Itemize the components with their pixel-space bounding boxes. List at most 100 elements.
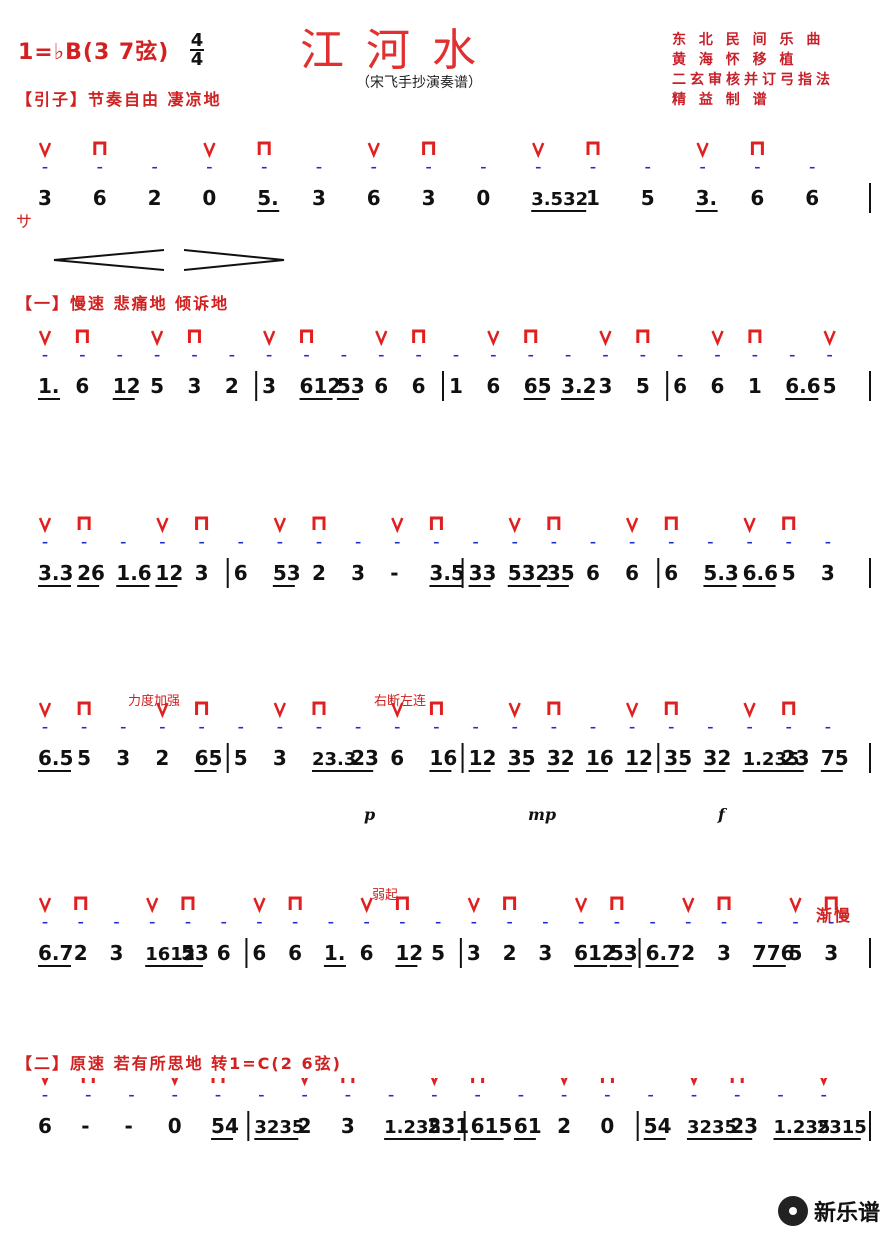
fingering-mark: – (752, 348, 758, 362)
note: 2 (225, 374, 239, 398)
fingering-mark: – (129, 1088, 135, 1102)
note: 3 (538, 941, 552, 965)
note: 2 (681, 941, 695, 965)
fingering-mark: – (542, 915, 548, 929)
fingering-mark: – (42, 348, 48, 362)
bow-mark-v (574, 897, 588, 914)
bow-mark-v (38, 330, 52, 347)
bow-mark-v (301, 1078, 309, 1087)
fingering-mark: – (435, 915, 441, 929)
note: 6 (288, 941, 302, 965)
fingering-mark: – (433, 535, 439, 549)
note: 12 (155, 561, 183, 585)
credit-line: 东 北 民 间 乐 曲 (672, 32, 825, 48)
fingering-mark: – (159, 720, 165, 734)
bow-mark-v (820, 1078, 828, 1087)
note: 1. (324, 941, 346, 965)
bow-mark-v (171, 1078, 179, 1087)
bow-mark-v (375, 330, 388, 347)
fingering-mark: – (821, 1088, 827, 1102)
note: 2 (155, 746, 169, 770)
bow-mark-v (273, 702, 287, 719)
fingering-mark: – (394, 535, 400, 549)
note: 5 (150, 374, 164, 398)
fingering-mark: – (159, 535, 165, 549)
fingering-mark: – (185, 915, 191, 929)
note: 3.532 (531, 189, 588, 210)
fingering-mark: – (561, 1088, 567, 1102)
fingering-mark: – (277, 720, 283, 734)
fingering-mark: – (786, 720, 792, 734)
note: 12 (395, 941, 423, 965)
note: 23 (351, 746, 379, 770)
note: 231 (427, 1114, 469, 1138)
fingering-mark: – (602, 348, 608, 362)
fingering-mark: – (42, 1088, 48, 1102)
bow-mark-v (156, 517, 169, 534)
note: 2 (148, 186, 162, 210)
bow-mark-v (625, 517, 639, 534)
fingering-mark: – (828, 915, 834, 929)
bow-mark-v (532, 142, 545, 159)
fingering-mark: – (433, 720, 439, 734)
note: 23 (730, 1114, 758, 1138)
fingering-mark: – (172, 1088, 178, 1102)
note: 3 (116, 746, 130, 770)
fingering-mark: – (81, 720, 87, 734)
note: 61 (514, 1114, 542, 1138)
dynamic-f: f (718, 805, 725, 824)
fingering-mark: – (199, 535, 205, 549)
bow-mark-v (38, 702, 52, 719)
fingering-mark: – (42, 160, 48, 174)
note: 5 (789, 941, 803, 965)
fingering-mark: – (691, 1088, 697, 1102)
note: 6 (38, 1114, 52, 1138)
note: 3 (187, 374, 201, 398)
note: 3 (422, 186, 436, 210)
bow-mark-v (38, 142, 52, 159)
note: 6 (750, 186, 764, 210)
note: 6 (75, 374, 89, 398)
fingering-mark: – (221, 915, 227, 929)
fingering-mark: – (480, 160, 486, 174)
note: 54 (211, 1114, 239, 1138)
note: 65 (195, 746, 223, 770)
note: 5 (641, 186, 655, 210)
bow-mark-down (664, 701, 678, 715)
fingering-mark: – (152, 160, 158, 174)
bow-mark-down (257, 141, 271, 155)
bow-mark-down (81, 1078, 95, 1083)
note: 6 (252, 941, 266, 965)
section-intro-label: 【引子】节奏自由 凄凉地 (16, 90, 222, 109)
fingering-mark: – (551, 535, 557, 549)
bow-mark-v (156, 702, 169, 719)
mark-weak: 弱起 (372, 888, 399, 903)
note: 3 (109, 941, 123, 965)
note: 1 (586, 186, 600, 210)
fingering-mark: – (721, 915, 727, 929)
fingering-mark: – (512, 535, 518, 549)
fingering-mark: – (238, 535, 244, 549)
bow-mark-v (625, 702, 639, 719)
note: 0 (600, 1114, 614, 1138)
bow-mark-v (743, 702, 756, 719)
bow-mark-v (711, 330, 724, 347)
fingering-mark: – (507, 915, 513, 929)
note: 5.3 (703, 561, 738, 585)
note: 6.7 (38, 941, 73, 965)
note: 16 (586, 746, 614, 770)
bow-mark-down (717, 896, 731, 910)
fingering-mark: – (648, 1088, 654, 1102)
note: 6.6 (785, 374, 820, 398)
bow-mark-down (782, 516, 796, 530)
score-row-5: 6–-–-–0–54–3235–2–3–1.235–231–615–61–2–0… (38, 1078, 871, 1141)
note: 3 (467, 941, 481, 965)
bow-mark-down (312, 701, 326, 715)
fingering-mark: – (154, 348, 160, 362)
bow-mark-down (93, 141, 107, 155)
time-signature-top: 4 (190, 30, 204, 51)
note: 6 (360, 941, 374, 965)
bow-mark-down (503, 896, 517, 910)
bow-mark-v (146, 897, 159, 914)
bow-mark-down (524, 329, 538, 343)
